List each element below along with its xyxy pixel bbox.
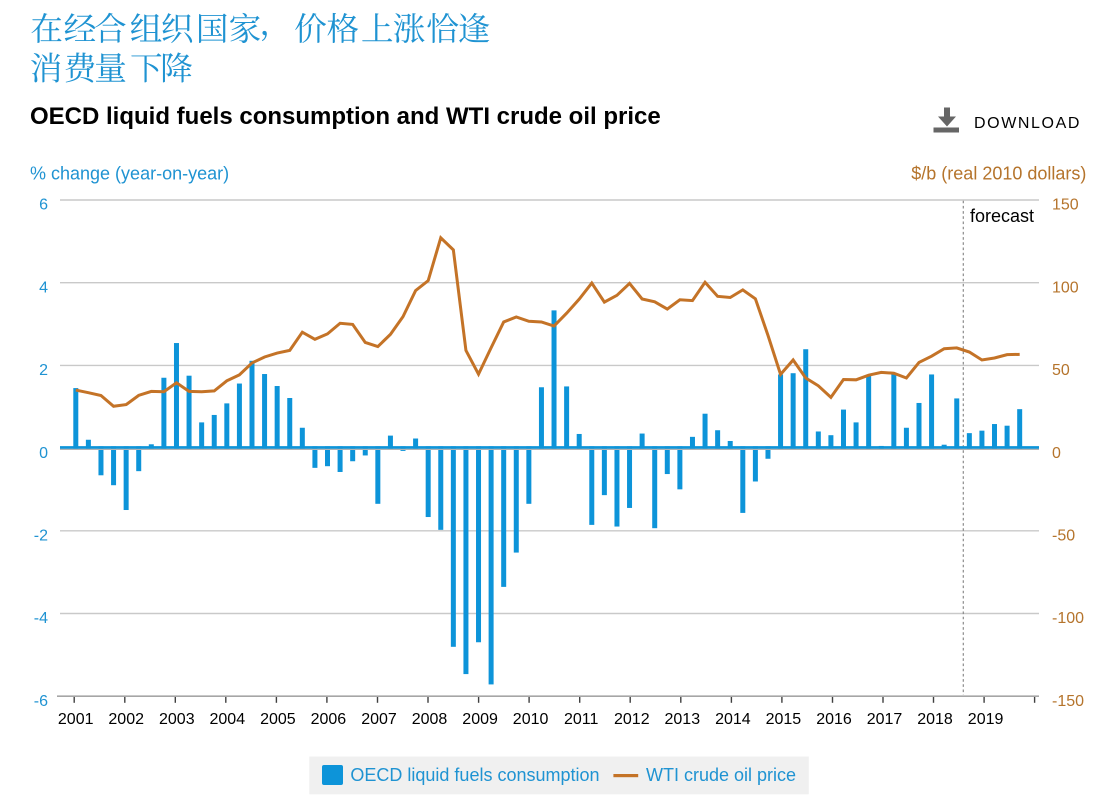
svg-text:2002: 2002 — [108, 711, 144, 728]
svg-text:2007: 2007 — [361, 711, 397, 728]
svg-text:2003: 2003 — [159, 711, 195, 728]
svg-text:2014: 2014 — [715, 711, 751, 728]
svg-text:2012: 2012 — [614, 711, 650, 728]
svg-text:2018: 2018 — [917, 711, 953, 728]
svg-text:$/b (real 2010 dollars): $/b (real 2010 dollars) — [911, 164, 1086, 184]
svg-text:2008: 2008 — [412, 711, 448, 728]
svg-text:2017: 2017 — [867, 711, 903, 728]
svg-text:% change (year-on-year): % change (year-on-year) — [30, 164, 229, 184]
svg-text:2006: 2006 — [311, 711, 347, 728]
svg-text:2010: 2010 — [513, 711, 549, 728]
svg-text:-6: -6 — [34, 693, 48, 710]
svg-text:0: 0 — [1052, 445, 1061, 462]
svg-text:2015: 2015 — [766, 711, 802, 728]
svg-text:100: 100 — [1052, 279, 1079, 296]
svg-text:0: 0 — [39, 445, 48, 462]
svg-text:-150: -150 — [1052, 693, 1084, 710]
svg-text:2004: 2004 — [210, 711, 246, 728]
svg-text:2016: 2016 — [816, 711, 852, 728]
svg-text:50: 50 — [1052, 362, 1070, 379]
svg-text:4: 4 — [39, 279, 48, 296]
svg-text:-50: -50 — [1052, 528, 1075, 545]
svg-text:2: 2 — [39, 362, 48, 379]
svg-text:-4: -4 — [34, 610, 48, 627]
svg-text:OECD liquid fuels consumption: OECD liquid fuels consumption — [350, 765, 599, 785]
svg-text:OECD liquid fuels consumption: OECD liquid fuels consumption and WTI cr… — [30, 103, 661, 130]
svg-text:2001: 2001 — [58, 711, 94, 728]
svg-text:WTI crude oil price: WTI crude oil price — [646, 765, 796, 785]
svg-text:6: 6 — [39, 197, 48, 214]
svg-text:-2: -2 — [34, 528, 48, 545]
svg-text:2009: 2009 — [462, 711, 498, 728]
svg-text:-100: -100 — [1052, 610, 1084, 627]
svg-text:DOWNLOAD: DOWNLOAD — [974, 115, 1081, 132]
svg-text:150: 150 — [1052, 197, 1079, 214]
svg-text:2013: 2013 — [665, 711, 701, 728]
svg-text:2011: 2011 — [564, 711, 599, 728]
svg-text:2019: 2019 — [968, 711, 1004, 728]
svg-text:2005: 2005 — [260, 711, 296, 728]
svg-text:forecast: forecast — [970, 206, 1034, 226]
